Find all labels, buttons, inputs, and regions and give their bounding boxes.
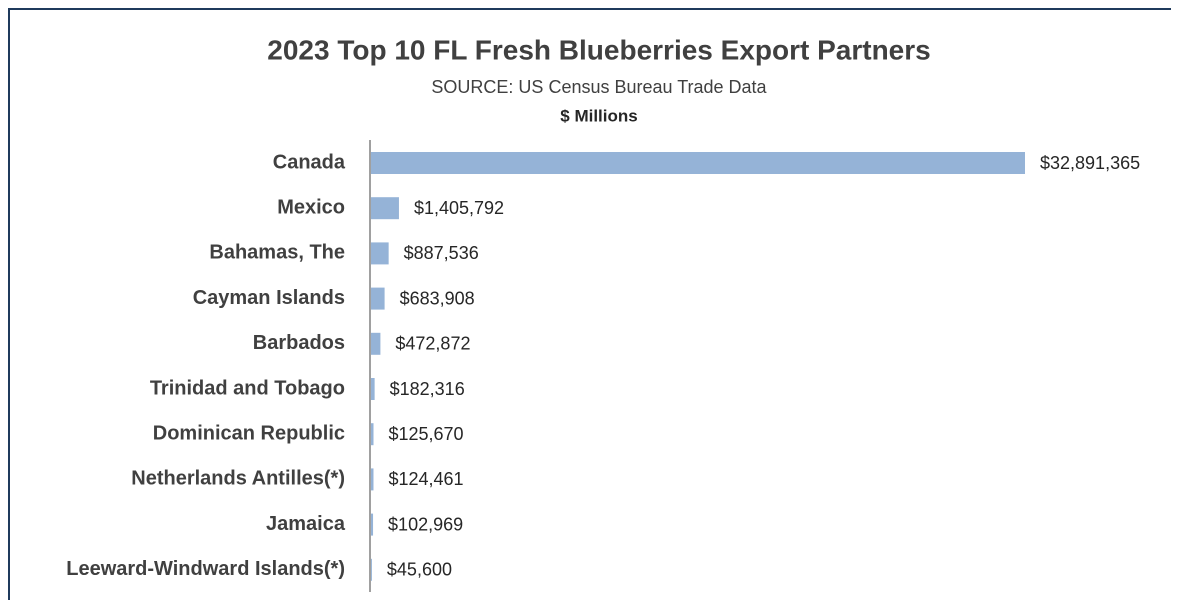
bar [371,423,374,446]
bar [371,242,389,265]
category-label: Barbados [253,332,345,354]
value-label: $887,536 [404,243,479,263]
category-label: Mexico [277,196,345,218]
category-label: Cayman Islands [193,287,345,309]
bar [371,558,372,581]
bar [371,197,399,220]
category-label: Leeward-Windward Islands(*) [66,558,345,580]
category-label: Bahamas, The [209,242,345,264]
value-label: $102,969 [388,514,463,534]
bar [371,332,381,355]
category-label: Dominican Republic [153,422,345,444]
bar [371,468,374,491]
chart-title: 2023 Top 10 FL Fresh Blueberries Export … [267,34,930,65]
bar [371,513,374,536]
value-label: $683,908 [400,288,475,308]
value-label: $1,405,792 [414,198,504,218]
value-label: $182,316 [390,379,465,399]
unit-label: $ Millions [560,106,637,125]
value-label: $472,872 [395,334,470,354]
bar [371,152,1025,174]
category-label: Trinidad and Tobago [150,377,345,399]
bar [371,287,385,310]
category-label: Jamaica [266,513,346,535]
chart-subtitle: SOURCE: US Census Bureau Trade Data [431,77,767,97]
category-label: Canada [273,151,346,173]
bar [371,378,375,400]
value-label: $32,891,365 [1040,153,1140,173]
category-label: Netherlands Antilles(*) [131,468,345,490]
value-label: $124,461 [388,469,463,489]
value-label: $125,670 [388,424,463,444]
value-label: $45,600 [387,560,452,580]
